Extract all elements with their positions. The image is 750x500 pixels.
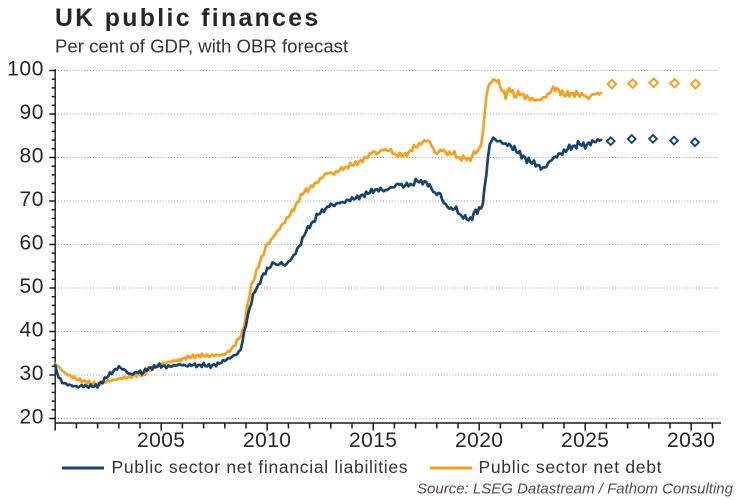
svg-text:50: 50 (19, 275, 44, 298)
svg-text:2020: 2020 (455, 429, 503, 452)
svg-text:2015: 2015 (349, 429, 397, 452)
svg-text:2010: 2010 (243, 429, 291, 452)
svg-text:100: 100 (7, 57, 44, 80)
svg-text:80: 80 (19, 144, 44, 167)
svg-text:Public sector net debt: Public sector net debt (479, 457, 663, 477)
svg-text:UK public finances: UK public finances (55, 5, 321, 32)
svg-text:Per cent of GDP, with OBR fore: Per cent of GDP, with OBR forecast (55, 36, 349, 57)
svg-text:60: 60 (19, 231, 44, 254)
svg-text:2030: 2030 (667, 429, 715, 452)
svg-text:Source: LSEG Datastream / Fath: Source: LSEG Datastream / Fathom Consult… (417, 481, 734, 498)
svg-text:20: 20 (19, 405, 44, 428)
svg-text:Public sector net financial li: Public sector net financial liabilities (112, 457, 409, 477)
svg-text:2025: 2025 (561, 429, 609, 452)
svg-text:30: 30 (19, 362, 44, 385)
svg-text:2005: 2005 (137, 429, 185, 452)
svg-text:90: 90 (19, 101, 44, 124)
svg-text:70: 70 (19, 188, 44, 211)
svg-text:40: 40 (19, 318, 44, 341)
